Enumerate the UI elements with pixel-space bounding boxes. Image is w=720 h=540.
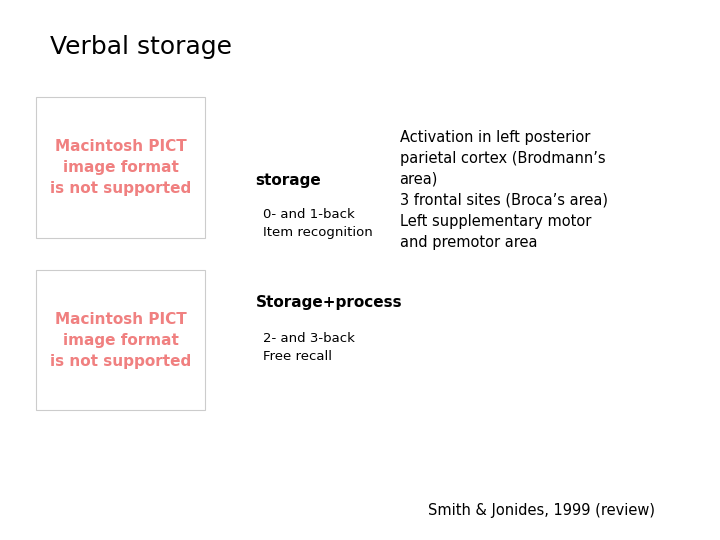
FancyBboxPatch shape bbox=[36, 97, 205, 238]
Text: Macintosh PICT
image format
is not supported: Macintosh PICT image format is not suppo… bbox=[50, 139, 192, 196]
Text: 0- and 1-back
Item recognition: 0- and 1-back Item recognition bbox=[263, 208, 372, 239]
Text: Smith & Jonides, 1999 (review): Smith & Jonides, 1999 (review) bbox=[428, 503, 655, 518]
Text: Verbal storage: Verbal storage bbox=[50, 35, 233, 59]
Text: Activation in left posterior
parietal cortex (Brodmann’s
area)
3 frontal sites (: Activation in left posterior parietal co… bbox=[400, 130, 608, 249]
Text: Storage+process: Storage+process bbox=[256, 295, 402, 310]
Text: Macintosh PICT
image format
is not supported: Macintosh PICT image format is not suppo… bbox=[50, 312, 192, 369]
Text: storage: storage bbox=[256, 173, 321, 188]
FancyBboxPatch shape bbox=[36, 270, 205, 410]
Text: 2- and 3-back
Free recall: 2- and 3-back Free recall bbox=[263, 332, 355, 363]
